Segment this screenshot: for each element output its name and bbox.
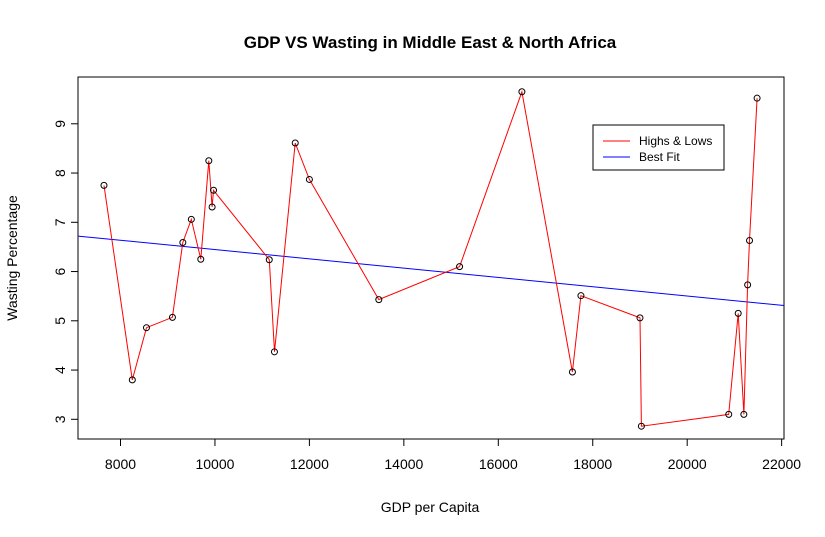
legend-box [592, 124, 725, 171]
y-tick-label: 9 [52, 120, 68, 128]
data-point [746, 237, 754, 245]
x-tick-label: 18000 [573, 456, 612, 472]
data-point [265, 256, 273, 264]
x-tick-label: 14000 [384, 456, 423, 472]
data-point [636, 314, 644, 322]
x-tick-label: 10000 [195, 456, 234, 472]
y-tick-label: 6 [52, 267, 68, 275]
data-point [518, 88, 526, 96]
data-point [456, 263, 464, 271]
data-point [577, 292, 585, 300]
plot-area [77, 88, 785, 430]
data-point [270, 348, 278, 356]
data-point [205, 157, 213, 165]
y-tick-label: 8 [52, 169, 68, 177]
y-tick-label: 5 [52, 317, 68, 325]
data-point [128, 376, 136, 384]
y-axis: 3 4 5 6 7 8 9 [52, 120, 79, 423]
data-point [744, 281, 752, 289]
x-tick-label: 12000 [290, 456, 329, 472]
data-point [305, 175, 313, 183]
legend: Highs & Lows Best Fit [592, 124, 725, 171]
legend-label-best-fit: Best Fit [639, 150, 680, 164]
data-point [168, 313, 176, 321]
data-point [637, 422, 645, 430]
data-point [753, 94, 761, 102]
data-point [734, 309, 742, 317]
data-point [197, 255, 205, 263]
highs-lows-line [103, 89, 758, 427]
best-fit-line [77, 235, 785, 307]
x-tick-label: 22000 [762, 456, 801, 472]
data-point [100, 181, 108, 189]
chart-title: GDP VS Wasting in Middle East & North Af… [244, 33, 617, 52]
data-point [568, 368, 576, 376]
y-tick-label: 4 [52, 366, 68, 374]
y-axis-label: Wasting Percentage [4, 195, 20, 321]
y-tick-label: 3 [52, 415, 68, 423]
x-axis-label: GDP per Capita [381, 499, 480, 515]
x-tick-label: 8000 [105, 456, 136, 472]
data-point [179, 238, 187, 246]
data-point [375, 296, 383, 304]
data-point [210, 186, 218, 194]
x-tick-label: 16000 [479, 456, 518, 472]
data-point [142, 324, 150, 332]
data-point [725, 410, 733, 418]
y-tick-label: 7 [52, 218, 68, 226]
data-point [291, 139, 299, 147]
x-axis: 8000 10000 12000 14000 16000 18000 20000 22000 [105, 438, 801, 472]
data-point [187, 215, 195, 223]
legend-label-highs-lows: Highs & Lows [639, 134, 712, 148]
x-tick-label: 20000 [668, 456, 707, 472]
data-point [208, 203, 216, 211]
data-point [740, 410, 748, 418]
